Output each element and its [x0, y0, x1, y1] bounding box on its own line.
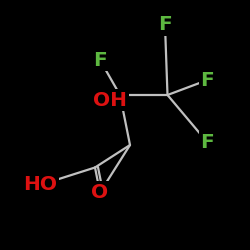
Text: F: F [200, 133, 214, 152]
Text: HO: HO [23, 176, 57, 195]
Text: F: F [93, 50, 107, 70]
Text: O: O [92, 183, 108, 202]
Text: F: F [158, 16, 172, 34]
Text: F: F [200, 70, 214, 90]
Text: OH: OH [93, 90, 127, 110]
